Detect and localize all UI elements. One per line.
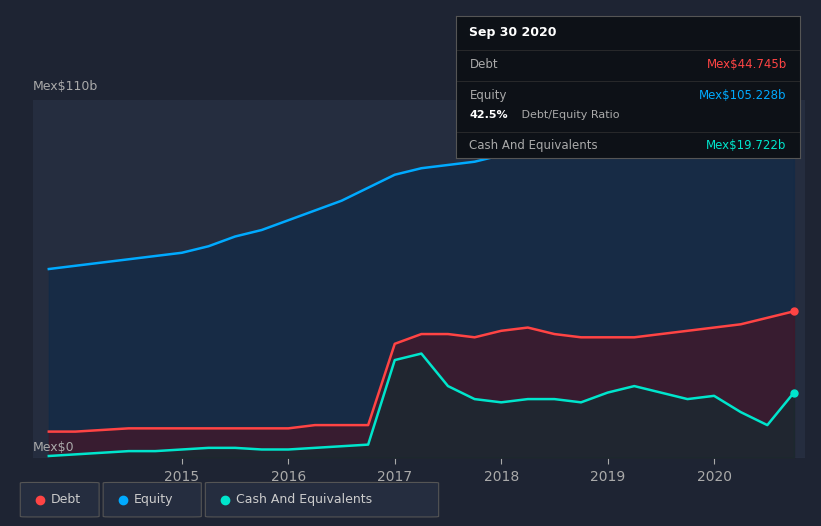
Text: Cash And Equivalents: Cash And Equivalents bbox=[236, 493, 372, 506]
Text: Debt/Equity Ratio: Debt/Equity Ratio bbox=[518, 110, 619, 120]
Text: Mex$0: Mex$0 bbox=[33, 441, 75, 454]
Text: 42.5%: 42.5% bbox=[470, 110, 508, 120]
Text: Sep 30 2020: Sep 30 2020 bbox=[470, 26, 557, 39]
Text: Mex$44.745b: Mex$44.745b bbox=[706, 57, 787, 70]
FancyBboxPatch shape bbox=[205, 482, 438, 517]
Text: Debt: Debt bbox=[470, 57, 498, 70]
Text: Debt: Debt bbox=[51, 493, 81, 506]
Text: Mex$105.228b: Mex$105.228b bbox=[699, 89, 787, 102]
Text: Mex$19.722b: Mex$19.722b bbox=[706, 138, 787, 151]
Text: Mex$110b: Mex$110b bbox=[33, 80, 98, 93]
Text: Equity: Equity bbox=[134, 493, 173, 506]
FancyBboxPatch shape bbox=[103, 482, 201, 517]
FancyBboxPatch shape bbox=[21, 482, 99, 517]
Text: Equity: Equity bbox=[470, 89, 507, 102]
Text: Cash And Equivalents: Cash And Equivalents bbox=[470, 138, 598, 151]
